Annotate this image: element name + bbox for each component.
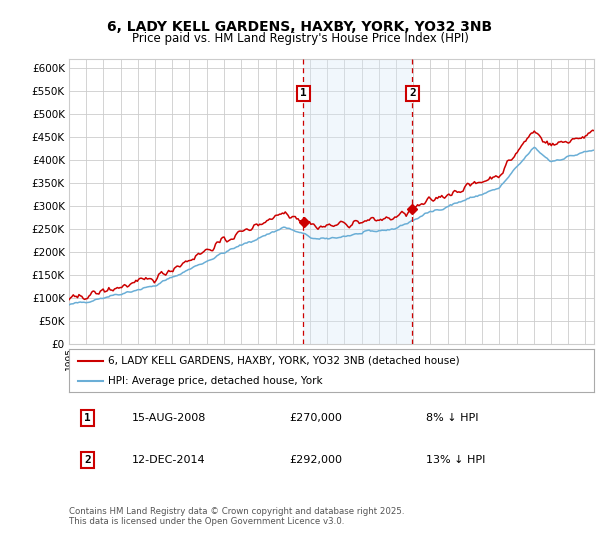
Text: 12-DEC-2014: 12-DEC-2014 (132, 455, 206, 465)
Text: 2: 2 (409, 88, 416, 99)
Text: 13% ↓ HPI: 13% ↓ HPI (426, 455, 485, 465)
Text: 6, LADY KELL GARDENS, HAXBY, YORK, YO32 3NB (detached house): 6, LADY KELL GARDENS, HAXBY, YORK, YO32 … (109, 356, 460, 366)
Text: £292,000: £292,000 (290, 455, 343, 465)
Text: £270,000: £270,000 (290, 413, 343, 423)
Text: 15-AUG-2008: 15-AUG-2008 (132, 413, 206, 423)
Text: 8% ↓ HPI: 8% ↓ HPI (426, 413, 479, 423)
Text: Contains HM Land Registry data © Crown copyright and database right 2025.
This d: Contains HM Land Registry data © Crown c… (69, 507, 404, 526)
Bar (304, 59, 412, 344)
Text: 2: 2 (84, 455, 91, 465)
Text: 1: 1 (84, 413, 91, 423)
Text: 6, LADY KELL GARDENS, HAXBY, YORK, YO32 3NB: 6, LADY KELL GARDENS, HAXBY, YORK, YO32 … (107, 20, 493, 34)
Text: 1: 1 (300, 88, 307, 99)
Text: Price paid vs. HM Land Registry's House Price Index (HPI): Price paid vs. HM Land Registry's House … (131, 32, 469, 45)
Text: HPI: Average price, detached house, York: HPI: Average price, detached house, York (109, 376, 323, 386)
